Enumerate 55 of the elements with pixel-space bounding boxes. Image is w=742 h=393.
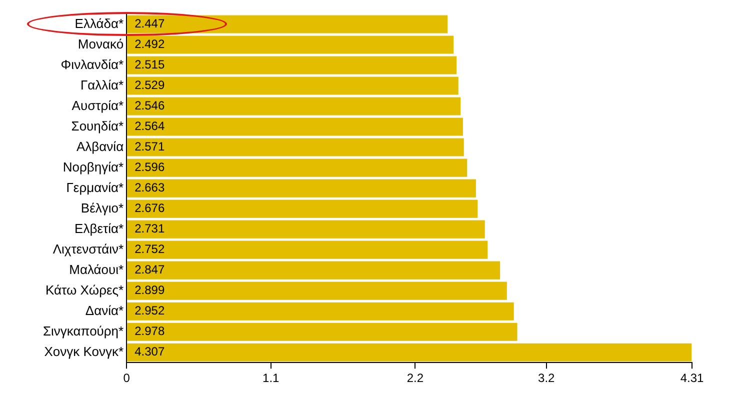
y-tick-label: Ελβετία* xyxy=(74,220,124,236)
data-label: 2.529 xyxy=(134,78,165,92)
y-tick-label: Σινγκαπούρη* xyxy=(42,323,124,338)
bar xyxy=(127,76,458,95)
data-label: 2.492 xyxy=(134,37,165,52)
bar xyxy=(127,322,518,341)
data-label: 2.847 xyxy=(134,262,165,277)
bar xyxy=(127,15,448,34)
bar xyxy=(127,200,478,218)
bar xyxy=(127,158,468,177)
x-tick-label: 3.2 xyxy=(538,371,556,386)
data-label: 2.546 xyxy=(134,98,165,113)
bar xyxy=(127,97,461,116)
bar xyxy=(127,261,500,280)
data-label: 2.564 xyxy=(134,119,165,134)
data-label: 2.515 xyxy=(134,58,165,72)
y-tick-label: Γερμανία* xyxy=(66,180,124,195)
data-label: 2.978 xyxy=(134,324,165,338)
y-tick-label: Μονακό xyxy=(78,36,124,52)
y-tick-label: Μαλάουι* xyxy=(69,262,124,277)
data-label: 2.676 xyxy=(134,201,165,216)
data-label: 4.307 xyxy=(134,344,165,359)
bar xyxy=(127,118,463,136)
y-tick-label: Αυστρία* xyxy=(72,98,124,113)
bar xyxy=(127,179,476,198)
y-tick-label: Ελλάδα* xyxy=(74,16,124,31)
y-tick-label: Φινλανδία* xyxy=(60,56,124,72)
data-label: 2.663 xyxy=(134,180,165,195)
data-label: 2.899 xyxy=(134,283,165,298)
y-tick-label: Κάτω Χώρες* xyxy=(46,282,124,298)
y-tick-label: Σουηδία* xyxy=(71,118,124,134)
x-tick-label: 0 xyxy=(123,371,130,386)
data-label: 2.731 xyxy=(134,222,165,236)
bar xyxy=(127,36,454,54)
y-tick-label: Βέλγιο* xyxy=(80,200,124,216)
y-tick-label: Λιχτενστάιν* xyxy=(52,241,124,256)
x-tick-label: 4.31 xyxy=(680,371,704,386)
y-tick-label: Νορβηγία* xyxy=(62,159,124,174)
data-label: 2.752 xyxy=(134,242,165,256)
bar xyxy=(127,282,507,300)
data-label: 2.447 xyxy=(134,16,165,31)
x-tick-label: 1.1 xyxy=(262,371,280,386)
bar xyxy=(127,56,457,74)
y-tick-label: Χονγκ Κονγκ* xyxy=(44,344,124,359)
x-tick-label: 2.2 xyxy=(406,371,424,386)
data-label: 2.952 xyxy=(134,304,165,318)
y-tick-label: Γαλλία* xyxy=(80,77,124,92)
data-label: 2.596 xyxy=(134,160,165,174)
bar xyxy=(127,220,485,238)
y-tick-label: Αλβανία xyxy=(76,138,124,154)
bar xyxy=(127,240,488,259)
y-tick-label: Δανία* xyxy=(85,302,124,318)
bar xyxy=(127,302,514,320)
data-label: 2.571 xyxy=(134,140,165,154)
bar xyxy=(127,138,464,156)
